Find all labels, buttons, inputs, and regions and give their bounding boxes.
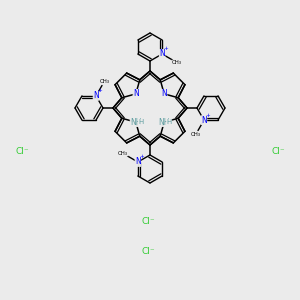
- Text: NH: NH: [130, 118, 142, 127]
- Text: N: N: [133, 89, 139, 98]
- Text: H: H: [138, 119, 143, 125]
- Text: N: N: [93, 92, 99, 100]
- Text: N: N: [201, 116, 207, 124]
- Text: +: +: [164, 46, 169, 52]
- Text: Cl⁻: Cl⁻: [15, 148, 29, 157]
- Text: N: N: [159, 50, 165, 58]
- Text: Cl⁻: Cl⁻: [141, 218, 155, 226]
- Text: N: N: [135, 158, 141, 166]
- Text: +: +: [140, 154, 144, 160]
- Text: CH₃: CH₃: [99, 79, 110, 84]
- Text: Cl⁻: Cl⁻: [271, 148, 285, 157]
- Text: H: H: [167, 119, 172, 125]
- Text: +: +: [98, 88, 102, 93]
- Text: CH₃: CH₃: [190, 132, 201, 137]
- Text: CH₃: CH₃: [172, 60, 182, 65]
- Text: +: +: [206, 112, 210, 118]
- Text: Cl⁻: Cl⁻: [141, 248, 155, 256]
- Text: N: N: [161, 89, 167, 98]
- Text: NH: NH: [158, 118, 170, 127]
- Text: CH₃: CH₃: [118, 151, 128, 156]
